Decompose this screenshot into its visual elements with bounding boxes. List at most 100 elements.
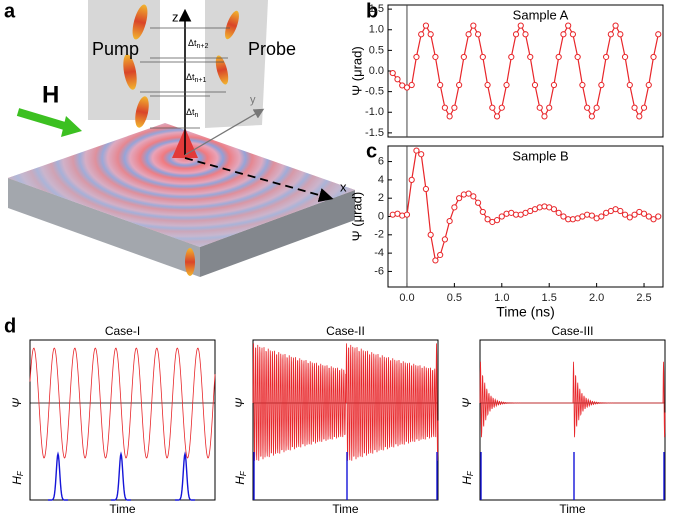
delay-sub: n+2 (197, 43, 209, 50)
delay-sub: n+1 (195, 77, 207, 84)
x-tick-label: 1.5 (542, 292, 557, 304)
data-point (498, 104, 505, 111)
chart-title: Sample A (513, 7, 569, 22)
data-point (555, 209, 562, 216)
data-point (621, 211, 629, 218)
x-tick-label: 1.0 (494, 292, 509, 304)
data-point (598, 81, 605, 89)
psi-label: Ψ (460, 397, 474, 408)
data-point (621, 53, 629, 61)
pulse (135, 96, 149, 128)
data-point (640, 104, 648, 111)
panel-label: a (4, 0, 16, 22)
x-axis-label: Time (109, 502, 136, 516)
data-point (418, 151, 425, 158)
probe-beam (205, 0, 268, 128)
panel-label: c (366, 140, 377, 162)
data-point (470, 193, 477, 200)
data-point (584, 104, 591, 111)
hf-main: H (460, 476, 474, 485)
field-arrowhead (61, 116, 82, 137)
data-point (527, 53, 534, 61)
delay-label: Δtn (186, 107, 199, 118)
y-tick-label: 2 (378, 192, 384, 204)
data-point (603, 53, 610, 61)
data-point (479, 53, 486, 61)
data-point (626, 81, 633, 89)
delay-main: Δt (186, 107, 195, 117)
schematic-frame (252, 339, 439, 501)
data-point (394, 76, 401, 83)
data-point (503, 81, 510, 89)
data-point (512, 31, 520, 38)
field-pulses (253, 452, 438, 500)
data-point (465, 31, 472, 38)
panel-label: b (366, 0, 378, 22)
data-point (541, 113, 548, 120)
y-tick-label: 0.5 (369, 44, 384, 56)
psi-wave (29, 347, 216, 459)
data-line (392, 149, 659, 262)
psi-label: Ψ (233, 397, 247, 408)
psi-label: Ψ (10, 397, 24, 408)
data-point (493, 217, 501, 224)
delay-sub: n (195, 112, 199, 119)
x-tick-label: 2.0 (589, 292, 604, 304)
data-point (636, 113, 643, 120)
y-tick-label: 4 (378, 174, 384, 186)
data-point (451, 104, 458, 111)
data-point (560, 31, 567, 38)
data-point (650, 216, 657, 223)
data-point (441, 236, 448, 243)
delay-lines (140, 27, 230, 129)
hf-sub: F (16, 470, 25, 476)
axis-label: z (172, 9, 179, 24)
pulse (215, 55, 229, 85)
y-tick-label: 6 (378, 155, 384, 167)
data-point (456, 81, 463, 89)
data-point (650, 53, 657, 61)
data-point (498, 213, 505, 220)
data-point (588, 212, 595, 219)
x-axis-label: Time (332, 502, 359, 516)
data-point (536, 104, 543, 111)
data-point (418, 31, 425, 38)
y-axis-label: Ψ (μrad) (349, 46, 364, 95)
data-point (484, 81, 491, 89)
data-point (456, 195, 463, 202)
x-axis-label: Time (559, 502, 586, 516)
data-point (645, 213, 652, 220)
data-point (598, 213, 605, 220)
data-point (550, 81, 558, 89)
y-axis (184, 108, 265, 156)
data-point (470, 22, 477, 29)
y-tick-label: -0.5 (365, 86, 384, 98)
case-title: Case-II (326, 324, 365, 338)
data-point (579, 81, 586, 89)
data-point (446, 113, 453, 120)
data-point (626, 214, 633, 221)
x-tick-label: 0.5 (447, 292, 462, 304)
data-point (432, 53, 439, 61)
hf-main: H (233, 476, 247, 485)
delay-main: Δt (188, 38, 197, 48)
data-point (640, 210, 648, 217)
y-tick-label: 0 (378, 210, 384, 222)
data-point (617, 207, 624, 215)
data-point (588, 113, 595, 120)
data-point (422, 22, 430, 29)
pulse (225, 10, 239, 40)
data-point (555, 53, 562, 61)
y-tick-label: 1.0 (369, 24, 384, 36)
data-point (408, 81, 415, 89)
data-point (389, 69, 396, 77)
data-point (546, 104, 553, 111)
data-line (392, 24, 659, 118)
data-point (522, 31, 529, 38)
y-tick-label: -1.5 (365, 127, 384, 139)
pulse (132, 4, 148, 40)
data-point (413, 147, 420, 154)
field-pulses (48, 451, 195, 501)
schematic-frame (479, 339, 666, 501)
data-point (493, 113, 501, 120)
